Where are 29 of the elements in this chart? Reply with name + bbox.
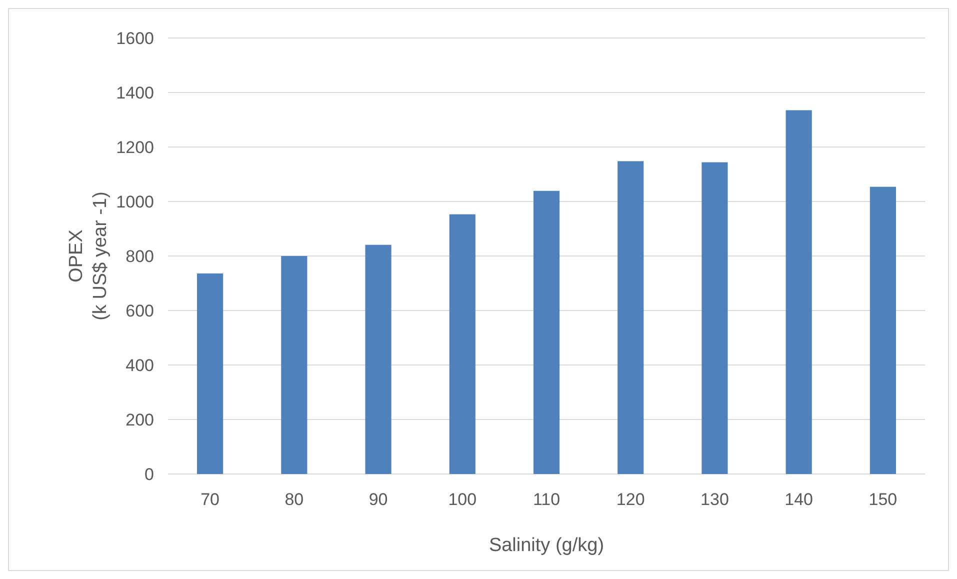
x-tick-label: 120 (616, 490, 645, 509)
bar (786, 110, 812, 474)
y-tick-label: 1600 (116, 28, 154, 48)
y-tick-label: 1400 (116, 83, 154, 102)
y-tick-label: 0 (144, 464, 154, 484)
x-tick-label: 130 (700, 490, 729, 509)
x-axis-title: Salinity (g/kg) (488, 535, 604, 556)
x-tick-label: 70 (200, 490, 220, 509)
y-tick-label: 1200 (116, 138, 154, 157)
bar (365, 244, 392, 474)
x-tick-label: 80 (284, 490, 304, 509)
x-tick-label: 100 (448, 490, 477, 509)
bar (197, 273, 224, 474)
x-tick-label: 110 (532, 490, 560, 509)
x-tick-label: 150 (868, 490, 898, 509)
y-tick-label: 400 (126, 356, 154, 375)
y-tick-label: 200 (126, 410, 154, 430)
y-tick-label: 600 (126, 301, 154, 320)
bar (533, 190, 560, 474)
x-tick-label: 90 (368, 490, 388, 509)
bar (870, 186, 896, 474)
y-tick-label: 1000 (116, 192, 154, 212)
bar (449, 214, 476, 474)
x-tick-label: 140 (784, 490, 814, 509)
bar (618, 161, 644, 474)
y-axis-title: OPEX (k US$ year -1) (66, 192, 111, 320)
bar (281, 256, 308, 474)
y-tick-label: 800 (126, 246, 154, 266)
bar (702, 162, 728, 474)
